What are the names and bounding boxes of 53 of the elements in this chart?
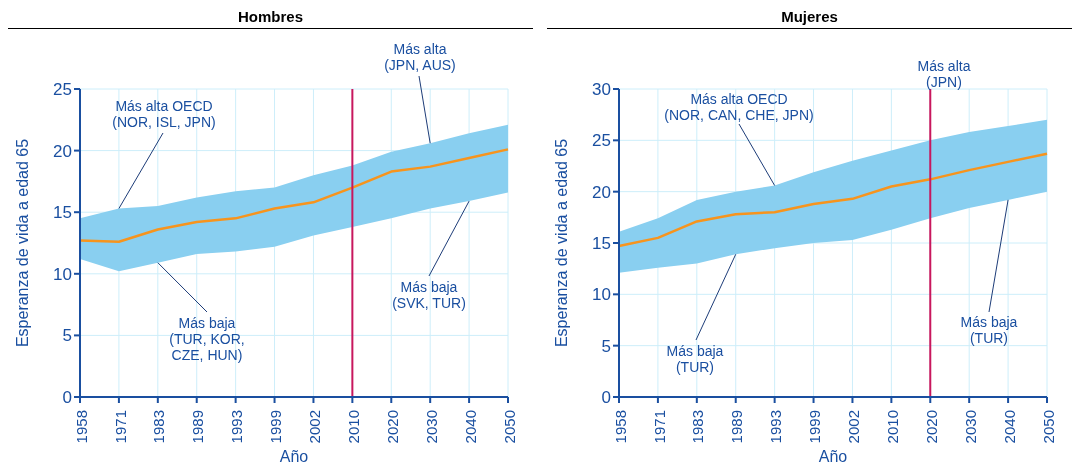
y-tick-label: 10 <box>53 264 72 284</box>
y-axis-title: Esperanza de vida a edad 65 <box>552 138 570 348</box>
x-tick-label: 2002 <box>845 410 863 444</box>
x-tick-label: 1971 <box>650 410 668 444</box>
x-tick-label: 2050 <box>1039 410 1057 444</box>
y-tick-label: 15 <box>53 203 72 223</box>
x-tick-label: 1993 <box>228 410 246 444</box>
y-axis-title: Esperanza de vida a edad 65 <box>13 138 31 348</box>
annotation: Más alta OECD (NOR, ISL, JPN) <box>112 98 216 130</box>
x-tick-label: 2020 <box>922 410 940 444</box>
y-tick-label: 5 <box>62 326 72 346</box>
annotation: Más baja (TUR) <box>960 314 1018 346</box>
x-tick-label: 2002 <box>306 410 324 444</box>
chart-title: Mujeres <box>547 8 1072 29</box>
x-tick-label: 2040 <box>1000 410 1018 444</box>
y-tick-label: 0 <box>601 388 611 408</box>
x-tick-label: 1989 <box>189 410 207 444</box>
line-series <box>78 148 510 244</box>
y-tick-label: 25 <box>53 80 72 100</box>
x-axis-title: Año <box>818 448 848 465</box>
y-tick-label: 10 <box>592 285 611 305</box>
x-tick-label: 1958 <box>611 410 629 444</box>
y-tick-label: 30 <box>592 80 611 100</box>
x-tick-label: 1971 <box>111 410 129 444</box>
x-tick-label: 1999 <box>806 410 824 444</box>
y-tick-label: 25 <box>592 131 611 151</box>
y-tick-label: 5 <box>601 336 611 356</box>
annotation: Más alta OECD (NOR, CAN, CHE, JPN) <box>664 91 814 123</box>
line-series <box>617 152 1049 248</box>
annotation: Más alta (JPN, AUS) <box>384 41 456 73</box>
y-tick-label: 20 <box>592 182 611 202</box>
x-tick-label: 2030 <box>961 410 979 444</box>
x-tick-label: 1989 <box>728 410 746 444</box>
x-tick-label: 1958 <box>72 410 90 444</box>
x-axis-title: Año <box>279 448 309 465</box>
x-tick-label: 2010 <box>884 410 902 444</box>
x-tick-label: 1983 <box>689 410 707 444</box>
y-tick-label: 20 <box>53 141 72 161</box>
x-tick-label: 1993 <box>767 410 785 444</box>
x-tick-label: 2050 <box>500 410 518 444</box>
x-tick-label: 1999 <box>267 410 285 444</box>
x-tick-label: 2040 <box>461 410 479 444</box>
annotation: Más baja (TUR) <box>666 343 724 375</box>
x-tick-label: 2010 <box>345 410 363 444</box>
y-tick-label: 0 <box>62 388 72 408</box>
annotation: Más alta (JPN) <box>917 58 971 90</box>
x-tick-label: 1983 <box>150 410 168 444</box>
annotation: Más baja (TUR, KOR, CZE, HUN) <box>169 315 245 363</box>
chart-title: Hombres <box>8 8 533 29</box>
x-tick-label: 2030 <box>422 410 440 444</box>
x-tick-label: 2020 <box>383 410 401 444</box>
y-tick-label: 15 <box>592 234 611 254</box>
annotation: Más baja (SVK, TUR) <box>392 279 466 311</box>
